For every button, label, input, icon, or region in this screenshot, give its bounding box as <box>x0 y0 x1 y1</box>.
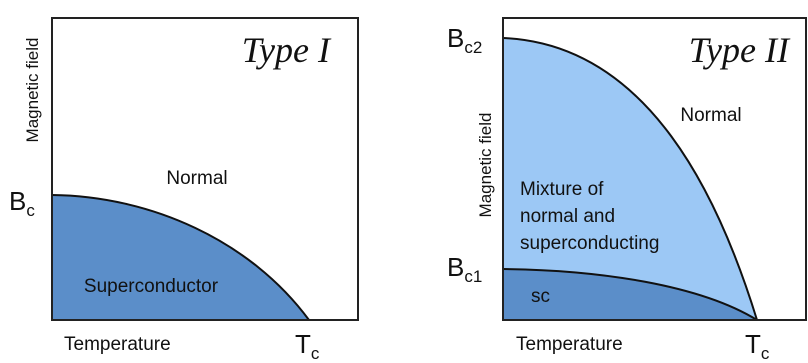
type-ii-upper-critical-field-label: Bc2 <box>447 23 482 57</box>
mixture-line-1: Mixture of <box>520 179 604 200</box>
type-i-region-superconductor: Superconductor <box>84 276 219 297</box>
type-ii-upper-boundary <box>502 37 758 321</box>
mixture-line-2: normal and <box>520 206 615 227</box>
type-ii-mixture-region <box>503 38 757 320</box>
type-ii-region-normal: Normal <box>680 105 741 126</box>
type-ii-frame <box>502 17 807 321</box>
type-ii-diagram: Type II Magnetic field Bc2 Bc1 Normal Mi… <box>447 17 807 363</box>
type-i-y-axis-label: Magnetic field <box>23 38 42 143</box>
type-ii-region-sc: sc <box>531 286 550 307</box>
type-ii-lower-boundary <box>502 268 758 321</box>
type-i-region-normal: Normal <box>166 168 227 189</box>
type-ii-lower-critical-field-label: Bc1 <box>447 252 482 286</box>
type-ii-region-mixture: Mixture of normal and superconducting <box>520 179 659 254</box>
type-i-frame <box>51 17 359 321</box>
type-ii-title: Type II <box>689 30 791 70</box>
type-i-critical-temp-label: Tc <box>295 329 320 363</box>
type-ii-sc-region <box>503 269 757 320</box>
mixture-line-3: superconducting <box>520 233 659 254</box>
type-i-diagram: Type I Magnetic field Bc Normal Supercon… <box>9 17 359 363</box>
type-i-x-axis-label: Temperature <box>64 334 171 355</box>
type-ii-y-axis-label: Magnetic field <box>476 113 495 218</box>
type-i-title: Type I <box>242 30 332 70</box>
type-i-critical-field-label: Bc <box>9 186 35 220</box>
type-i-superconductor-region <box>52 195 309 320</box>
type-ii-critical-temp-label: Tc <box>745 329 770 363</box>
type-i-phase-boundary <box>51 194 310 321</box>
type-ii-x-axis-label: Temperature <box>516 334 623 355</box>
